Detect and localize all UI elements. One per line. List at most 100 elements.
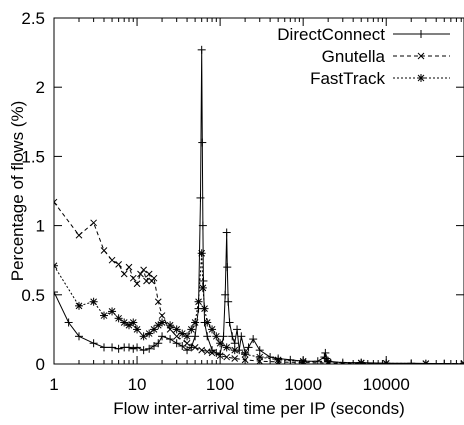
x-tick-label: 10 (128, 375, 147, 394)
data-point (197, 249, 206, 258)
data-point (108, 343, 117, 352)
series-line (54, 253, 464, 364)
data-point (216, 352, 224, 360)
plot-frame (53, 17, 464, 365)
data-point (89, 339, 98, 348)
series-gnutella (54, 198, 464, 364)
y-tick-label: 0 (36, 355, 45, 374)
data-point (299, 357, 308, 364)
data-point (100, 247, 108, 254)
data-point (230, 339, 239, 348)
data-point (143, 277, 150, 285)
data-point (183, 346, 192, 355)
data-point (139, 346, 148, 355)
data-point (223, 353, 231, 361)
data-point (212, 348, 221, 357)
legend-swatch-marker (417, 52, 425, 60)
data-point (203, 318, 212, 327)
data-point (197, 45, 206, 54)
data-point (244, 343, 253, 352)
data-point (222, 228, 231, 237)
y-axis-label: Percentage of flows (%) (8, 101, 27, 281)
data-point (241, 350, 250, 359)
series-directconnect (54, 45, 464, 364)
data-point (286, 355, 295, 364)
data-point (237, 332, 246, 341)
data-point (274, 355, 283, 364)
data-point (187, 343, 196, 352)
data-point (54, 198, 58, 206)
series-layer (54, 45, 464, 364)
data-point (154, 339, 163, 348)
data-point (172, 325, 181, 334)
data-point (241, 356, 249, 364)
data-point (158, 312, 166, 319)
data-point (140, 266, 147, 274)
data-point (133, 343, 142, 352)
data-point (64, 318, 73, 327)
data-point (225, 318, 234, 327)
data-point (421, 359, 430, 364)
y-tick-label: 0.5 (21, 286, 45, 305)
data-point (266, 353, 275, 362)
data-point (255, 346, 264, 355)
y-tick-label: 2 (36, 78, 45, 97)
data-point (320, 353, 329, 362)
data-point (200, 304, 209, 313)
data-point (129, 318, 138, 327)
x-tick-label: 1000 (284, 375, 322, 394)
data-point (223, 263, 232, 272)
y-tick-label: 1 (36, 217, 45, 236)
series-fasttrack (54, 249, 464, 364)
data-point (150, 274, 158, 282)
data-point (75, 301, 84, 310)
data-point (108, 256, 116, 264)
data-point (203, 348, 211, 355)
data-point (219, 332, 228, 341)
series-line (54, 49, 464, 364)
data-point (120, 270, 128, 278)
data-point (208, 349, 216, 357)
data-point (183, 332, 192, 341)
data-point (100, 343, 109, 352)
data-point (228, 332, 237, 341)
data-point (75, 332, 84, 341)
data-point (115, 260, 122, 268)
data-point (133, 325, 142, 334)
x-tick-label: 100 (206, 375, 234, 394)
data-point (187, 325, 196, 334)
legend-label: FastTrack (310, 69, 385, 88)
data-point (321, 348, 330, 357)
data-point (108, 307, 117, 316)
data-point (198, 221, 207, 230)
data-point (212, 332, 221, 341)
data-point (173, 332, 181, 340)
data-point (125, 263, 133, 271)
data-point (125, 343, 134, 352)
y-tick-label: 1.5 (21, 147, 45, 166)
x-tick-label: 1 (49, 375, 58, 394)
data-point (54, 288, 58, 297)
data-point (199, 276, 208, 285)
data-point (114, 314, 123, 323)
data-point (154, 298, 162, 306)
data-point (224, 297, 233, 306)
data-point (255, 353, 264, 362)
legend: DirectConnect Gnutella FastTrack (277, 25, 450, 88)
x-axis-label: Flow inter-arrival time per IP (seconds) (113, 399, 405, 418)
data-point (216, 339, 225, 348)
data-point (129, 344, 138, 353)
data-point (133, 280, 141, 288)
data-point (382, 359, 391, 364)
data-point (166, 321, 175, 330)
data-point (150, 342, 159, 351)
axes: 1 10 100 1000 10000 0 0.5 1 1.5 2 2.5 (21, 9, 464, 394)
y-tick-label: 2.5 (21, 9, 45, 28)
data-point (89, 297, 98, 306)
data-point (129, 274, 137, 282)
data-point (172, 339, 181, 348)
data-point (357, 358, 366, 364)
legend-label: DirectConnect (277, 25, 385, 44)
legend-swatch-marker (417, 74, 425, 82)
